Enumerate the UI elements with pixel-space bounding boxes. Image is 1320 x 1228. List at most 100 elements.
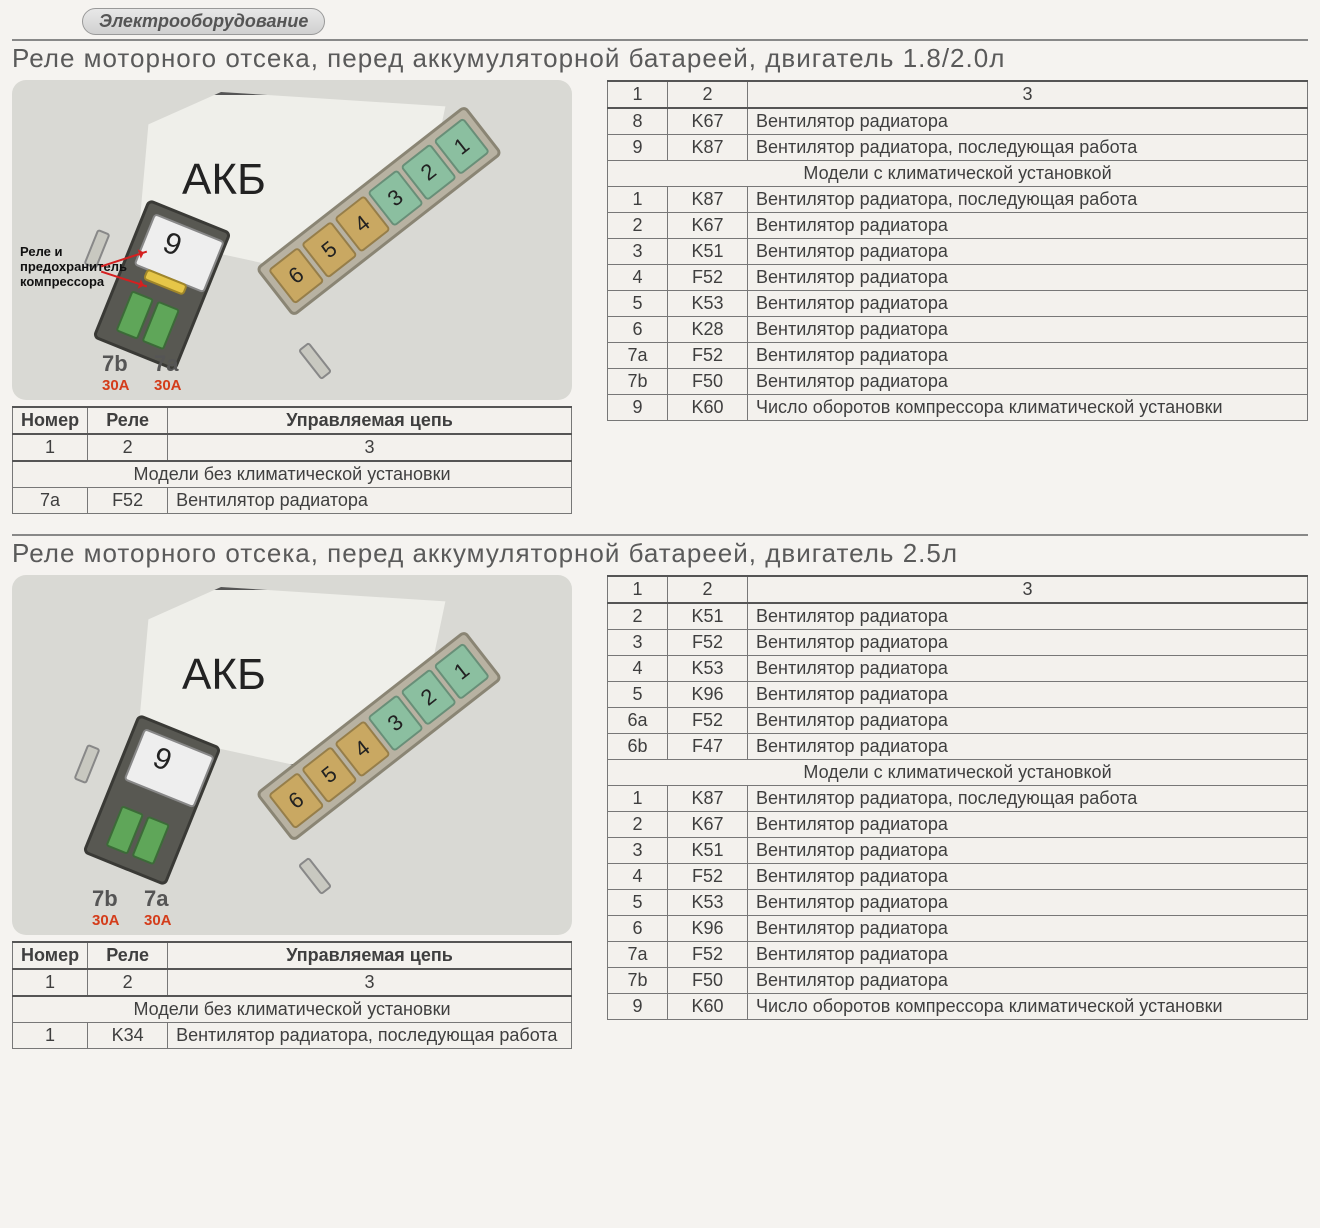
table-row: 5K96Вентилятор радиатора xyxy=(608,682,1308,708)
table-numrow: 1 2 3 xyxy=(13,969,572,996)
table-row: 7bF50Вентилятор радиатора xyxy=(608,968,1308,994)
table-row: 6K28Вентилятор радиатора xyxy=(608,317,1308,343)
cell-num: 7b xyxy=(608,369,668,395)
col-2: 2 xyxy=(88,434,168,461)
section2-right: 1 2 3 2K51Вентилятор радиатора3F52Вентил… xyxy=(607,575,1308,1049)
cell-num: 1 xyxy=(608,786,668,812)
cell-code: K87 xyxy=(668,187,748,213)
span-text: Модели с климатической установкой xyxy=(608,760,1308,786)
table-row: 6aF52Вентилятор радиатора xyxy=(608,708,1308,734)
table-row: 5K53Вентилятор радиатора xyxy=(608,890,1308,916)
cell-num: 5 xyxy=(608,682,668,708)
col-3: 3 xyxy=(748,81,1308,108)
right-table-1: 1 2 3 8K67Вентилятор радиатора9K87Вентил… xyxy=(607,80,1308,421)
span-row: Модели без климатической установки xyxy=(13,996,572,1023)
table-numrow: 1 2 3 xyxy=(608,576,1308,603)
cell-code: K96 xyxy=(668,916,748,942)
table-row: 8K67Вентилятор радиатора xyxy=(608,108,1308,135)
section1-title: Реле моторного отсека, перед аккумулятор… xyxy=(12,39,1308,74)
cell-desc: Вентилятор радиатора xyxy=(748,343,1308,369)
table-row: 6bF47Вентилятор радиатора xyxy=(608,734,1308,760)
cell-desc: Число оборотов компрессора климатической… xyxy=(748,395,1308,421)
cell-num: 6 xyxy=(608,317,668,343)
table-numrow: 1 2 3 xyxy=(13,434,572,461)
cell-code: F52 xyxy=(668,343,748,369)
table-row: 1K34Вентилятор радиатора, последующая ра… xyxy=(13,1023,572,1049)
cell-desc: Вентилятор радиатора xyxy=(748,708,1308,734)
table-row: 2K67Вентилятор радиатора xyxy=(608,213,1308,239)
table-row: 3F52Вентилятор радиатора xyxy=(608,630,1308,656)
cell-desc: Вентилятор радиатора xyxy=(748,812,1308,838)
diagram-2: АКБ 9 7b 30A 7a 30A 654321 xyxy=(12,575,572,935)
cell-desc: Вентилятор радиатора xyxy=(748,213,1308,239)
table-header-row: Номер Реле Управляемая цепь xyxy=(13,407,572,434)
th-relay: Реле xyxy=(88,407,168,434)
cell-code: F52 xyxy=(668,630,748,656)
cell-desc: Вентилятор радиатора xyxy=(748,265,1308,291)
table-numrow: 1 2 3 xyxy=(608,81,1308,108)
cell-num: 1 xyxy=(13,1023,88,1049)
span-row: Модели с климатической установкой xyxy=(608,161,1308,187)
relay-9: 9 xyxy=(82,714,222,887)
span-text: Модели с климатической установкой xyxy=(608,161,1308,187)
cell-desc: Вентилятор радиатора xyxy=(748,916,1308,942)
cell-code: K60 xyxy=(668,395,748,421)
cell-num: 3 xyxy=(608,239,668,265)
th-number: Номер xyxy=(13,407,88,434)
diagram-1: АКБ 9 Реле и предохранитель компрессора … xyxy=(12,80,572,400)
cell-desc: Вентилятор радиатора xyxy=(748,291,1308,317)
cell-num: 7a xyxy=(608,343,668,369)
col-2: 2 xyxy=(668,576,748,603)
relay-9-number: 9 xyxy=(158,226,186,264)
section2-left: АКБ 9 7b 30A 7a 30A 654321 Номер Реле У xyxy=(12,575,587,1049)
span-text: Модели без климатической установки xyxy=(13,461,572,488)
table-row: 4F52Вентилятор радиатора xyxy=(608,265,1308,291)
col-2: 2 xyxy=(668,81,748,108)
cell-num: 9 xyxy=(608,395,668,421)
cell-num: 4 xyxy=(608,864,668,890)
cell-code: F52 xyxy=(668,864,748,890)
relay-9-number: 9 xyxy=(148,741,176,779)
cell-num: 6b xyxy=(608,734,668,760)
label-7b: 7b 30A xyxy=(102,351,130,394)
cell-desc: Вентилятор радиатора xyxy=(748,942,1308,968)
cell-num: 4 xyxy=(608,656,668,682)
cell-code: K60 xyxy=(668,994,748,1020)
label-7b: 7b 30A xyxy=(92,886,120,929)
col-3: 3 xyxy=(748,576,1308,603)
left-table-1: Номер Реле Управляемая цепь 1 2 3 Модели… xyxy=(12,406,572,514)
th-relay: Реле xyxy=(88,942,168,969)
label-7a: 7a 30A xyxy=(144,886,172,929)
cell-desc: Вентилятор радиатора, последующая работа xyxy=(748,786,1308,812)
table-row: 4F52Вентилятор радиатора xyxy=(608,864,1308,890)
cell-code: K67 xyxy=(668,108,748,135)
akb-label: АКБ xyxy=(182,650,266,700)
label-7a-amp: 30A xyxy=(154,377,182,394)
cell-code: K53 xyxy=(668,890,748,916)
span-text: Модели без климатической установки xyxy=(13,996,572,1023)
cell-num: 6 xyxy=(608,916,668,942)
cell-num: 2 xyxy=(608,603,668,630)
cell-code: F52 xyxy=(668,265,748,291)
section1-left: АКБ 9 Реле и предохранитель компрессора … xyxy=(12,80,587,514)
table-row: 2K67Вентилятор радиатора xyxy=(608,812,1308,838)
cell-num: 3 xyxy=(608,630,668,656)
cell-num: 6a xyxy=(608,708,668,734)
cell-num: 3 xyxy=(608,838,668,864)
cell-desc: Вентилятор радиатора xyxy=(748,864,1308,890)
table-row: 3K51Вентилятор радиатора xyxy=(608,838,1308,864)
cell-code: K51 xyxy=(668,239,748,265)
table-row: 2K51Вентилятор радиатора xyxy=(608,603,1308,630)
akb-label: АКБ xyxy=(182,155,266,205)
pin-icon xyxy=(73,744,100,784)
table-row: 4K53Вентилятор радиатора xyxy=(608,656,1308,682)
cell-desc: Вентилятор радиатора, последующая работа xyxy=(748,135,1308,161)
cell-code: F50 xyxy=(668,968,748,994)
cell-desc: Вентилятор радиатора xyxy=(748,968,1308,994)
cell-num: 9 xyxy=(608,994,668,1020)
table-row: 7aF52Вентилятор радиатора xyxy=(608,942,1308,968)
cell-num: 4 xyxy=(608,265,668,291)
label-7b-amp: 30A xyxy=(92,912,120,929)
cell-num: 7a xyxy=(608,942,668,968)
cell-code: K67 xyxy=(668,812,748,838)
